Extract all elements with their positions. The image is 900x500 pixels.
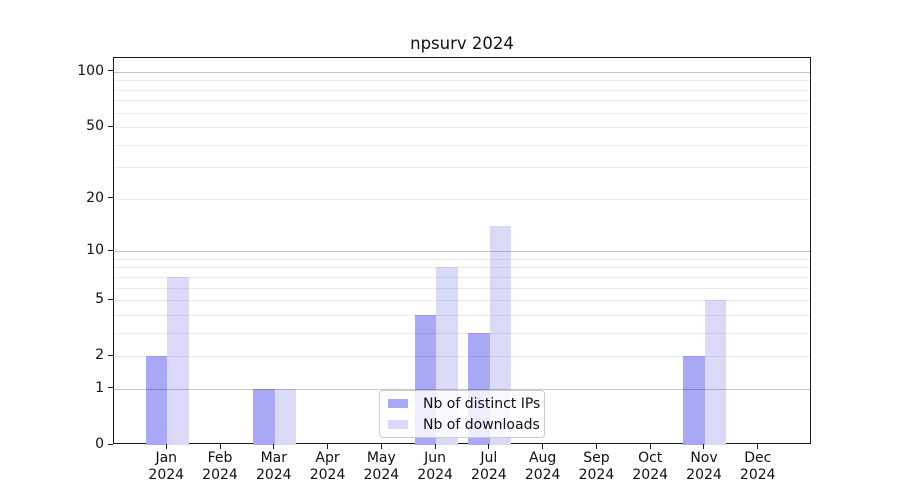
y-tick-label: 1 (95, 379, 104, 396)
y-tick-mark (108, 249, 113, 251)
y-tick-mark (108, 70, 113, 72)
gridline (114, 89, 810, 91)
gridline (114, 112, 810, 114)
legend-label-distinct-ips: Nb of distinct IPs (423, 395, 541, 412)
legend: Nb of distinct IPs Nb of downloads (379, 390, 545, 438)
plot-area: Nb of distinct IPs Nb of downloads (113, 57, 811, 445)
gridline (114, 144, 810, 146)
gridline (114, 332, 810, 334)
gridline (114, 258, 810, 260)
gridline (114, 198, 810, 200)
legend-item: Nb of distinct IPs (388, 395, 544, 413)
gridline (114, 300, 810, 302)
x-tick-label: Jan 2024 (148, 450, 185, 483)
x-tick-mark (649, 444, 651, 449)
gridline (114, 167, 810, 169)
gridline (114, 388, 810, 390)
x-tick-mark (595, 444, 597, 449)
x-tick-label: Jun 2024 (417, 450, 453, 483)
x-tick-label: Sep 2024 (578, 450, 615, 483)
bar (683, 356, 705, 445)
gridline (114, 267, 810, 269)
x-tick-label: Dec 2024 (739, 450, 776, 483)
bar (167, 276, 189, 445)
bar (704, 300, 727, 445)
x-tick-mark (219, 444, 221, 449)
gridline (114, 276, 810, 278)
x-tick-mark (327, 444, 329, 449)
x-tick-label: Jul 2024 (471, 450, 507, 483)
x-tick-label: May 2024 (363, 450, 400, 483)
x-tick-mark (703, 444, 705, 449)
x-tick-label: Mar 2024 (255, 450, 292, 483)
bar (274, 388, 297, 445)
x-tick-label: Aug 2024 (524, 450, 561, 483)
x-tick-mark (380, 444, 382, 449)
bar (145, 356, 168, 445)
y-tick-label: 10 (86, 242, 104, 259)
chart-title: npsurv 2024 (410, 34, 514, 53)
legend-label-downloads: Nb of downloads (423, 416, 540, 433)
y-tick-mark (108, 443, 113, 445)
y-tick-mark (108, 197, 113, 199)
y-tick-label: 0 (95, 436, 104, 452)
x-tick-mark (488, 444, 490, 449)
x-tick-mark (757, 444, 759, 449)
gridline (114, 287, 810, 289)
gridline (114, 100, 810, 102)
gridline (114, 356, 810, 358)
grid-layer (114, 58, 810, 443)
x-tick-mark (165, 444, 167, 449)
y-tick-label: 50 (86, 118, 104, 135)
y-tick-label: 20 (86, 189, 104, 206)
gridline (114, 127, 810, 129)
y-tick-label: 5 (95, 291, 104, 308)
y-tick-mark (108, 354, 113, 356)
x-tick-label: Nov 2024 (686, 450, 722, 483)
bar (253, 388, 275, 445)
y-tick-label: 2 (95, 347, 104, 364)
y-tick-mark (108, 298, 113, 300)
x-tick-mark (434, 444, 436, 449)
y-tick-label: 100 (77, 62, 104, 79)
legend-swatch-distinct-ips-icon (388, 399, 408, 408)
x-tick-mark (542, 444, 544, 449)
legend-item: Nb of downloads (388, 416, 544, 434)
legend-swatch-downloads-icon (388, 420, 408, 429)
gridline (114, 251, 810, 253)
y-tick-mark (108, 387, 113, 389)
x-tick-mark (273, 444, 275, 449)
gridline (114, 314, 810, 316)
y-tick-mark (108, 125, 113, 127)
x-tick-label: Apr 2024 (309, 450, 346, 483)
gridline (114, 80, 810, 82)
x-tick-label: Feb 2024 (202, 450, 238, 483)
x-tick-label: Oct 2024 (632, 450, 669, 483)
gridline (114, 71, 810, 73)
